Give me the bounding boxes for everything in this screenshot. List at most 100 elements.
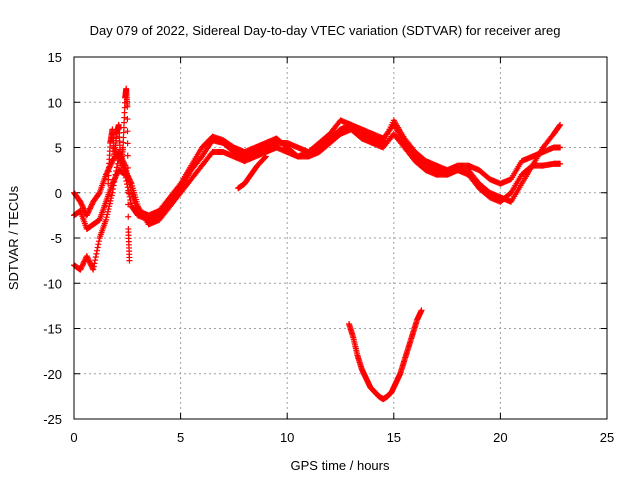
data-point bbox=[78, 265, 85, 272]
data-point bbox=[78, 201, 85, 208]
grid bbox=[74, 57, 607, 419]
y-tick-label: 15 bbox=[48, 50, 62, 65]
data-point bbox=[104, 211, 111, 218]
data-point bbox=[124, 103, 131, 110]
x-tick-label: 25 bbox=[600, 430, 614, 445]
data-point bbox=[557, 121, 564, 128]
series-trace-b bbox=[71, 117, 564, 219]
data-point bbox=[78, 200, 85, 207]
data-point bbox=[87, 261, 94, 268]
data-point bbox=[86, 206, 93, 213]
data-point bbox=[77, 198, 84, 205]
data-point bbox=[81, 258, 88, 265]
data-point bbox=[85, 257, 92, 264]
data-point bbox=[79, 262, 86, 269]
y-tick-label: 0 bbox=[55, 186, 62, 201]
data-point bbox=[106, 203, 113, 210]
x-tick-label: 5 bbox=[177, 430, 184, 445]
y-tick-label: -20 bbox=[43, 367, 62, 382]
data-point bbox=[79, 202, 86, 209]
data-point bbox=[123, 169, 130, 176]
data-point bbox=[79, 204, 86, 211]
data-point bbox=[105, 206, 112, 213]
data-point bbox=[90, 263, 97, 270]
series-spike bbox=[105, 85, 133, 264]
data-point bbox=[110, 186, 117, 193]
chart-title: Day 079 of 2022, Sidereal Day-to-day VTE… bbox=[90, 23, 561, 38]
series-trace-d bbox=[235, 153, 269, 192]
data-point bbox=[84, 254, 91, 261]
data-point bbox=[122, 168, 129, 175]
data-point bbox=[262, 154, 269, 161]
data-point bbox=[108, 192, 115, 199]
data-point bbox=[125, 201, 132, 208]
data-point bbox=[106, 163, 113, 170]
data-point bbox=[78, 263, 85, 270]
data-point bbox=[110, 182, 117, 189]
data-point bbox=[125, 189, 132, 196]
data-point bbox=[95, 238, 102, 245]
data-point bbox=[85, 209, 92, 216]
data-point bbox=[94, 247, 101, 254]
data-point bbox=[93, 250, 100, 257]
data-point bbox=[124, 164, 131, 171]
y-tick-label: -15 bbox=[43, 322, 62, 337]
y-tick-label: -25 bbox=[43, 412, 62, 427]
data-point bbox=[176, 182, 183, 189]
data-point bbox=[124, 171, 131, 178]
data-point bbox=[125, 213, 132, 220]
x-tick-label: 0 bbox=[70, 430, 77, 445]
x-tick-label: 10 bbox=[280, 430, 294, 445]
data-point bbox=[88, 201, 95, 208]
data-point bbox=[84, 211, 91, 218]
data-point bbox=[124, 177, 131, 184]
data-point bbox=[80, 205, 87, 212]
data-point bbox=[113, 168, 120, 175]
data-point bbox=[83, 253, 90, 260]
data-point bbox=[80, 259, 87, 266]
data-point bbox=[91, 260, 98, 267]
data-point bbox=[86, 205, 93, 212]
y-tick-label: -10 bbox=[43, 276, 62, 291]
data-point bbox=[108, 195, 115, 202]
x-tick-label: 15 bbox=[387, 430, 401, 445]
data-point bbox=[102, 216, 109, 223]
data-point bbox=[107, 197, 114, 204]
data-point bbox=[112, 171, 119, 178]
data-point bbox=[81, 206, 88, 213]
data-point bbox=[77, 266, 84, 273]
data-point bbox=[113, 164, 120, 171]
data-point bbox=[90, 266, 97, 273]
data-point bbox=[87, 204, 94, 211]
series-dip bbox=[346, 307, 425, 403]
data-point bbox=[124, 115, 131, 122]
data-points bbox=[71, 85, 564, 403]
data-point bbox=[92, 257, 99, 264]
data-point bbox=[418, 307, 425, 314]
data-point bbox=[557, 160, 564, 167]
y-tick-label: 5 bbox=[55, 141, 62, 156]
data-point bbox=[104, 208, 111, 215]
data-point bbox=[124, 128, 131, 135]
data-point bbox=[85, 208, 92, 215]
series-trace-c bbox=[71, 126, 564, 273]
data-point bbox=[79, 261, 86, 268]
y-tick-label: -5 bbox=[50, 231, 62, 246]
data-point bbox=[95, 190, 102, 197]
y-tick-label: 10 bbox=[48, 95, 62, 110]
data-point bbox=[111, 178, 118, 185]
data-point bbox=[124, 152, 131, 159]
data-point bbox=[106, 200, 113, 207]
data-point bbox=[262, 153, 269, 160]
data-point bbox=[109, 189, 116, 196]
data-point bbox=[103, 214, 110, 221]
data-point bbox=[557, 144, 564, 151]
x-tick-label: 20 bbox=[493, 430, 507, 445]
data-point bbox=[556, 122, 563, 129]
data-point bbox=[83, 212, 90, 219]
data-point bbox=[126, 257, 133, 264]
plot-frame bbox=[73, 56, 608, 420]
data-point bbox=[121, 165, 128, 172]
data-point bbox=[88, 202, 95, 209]
